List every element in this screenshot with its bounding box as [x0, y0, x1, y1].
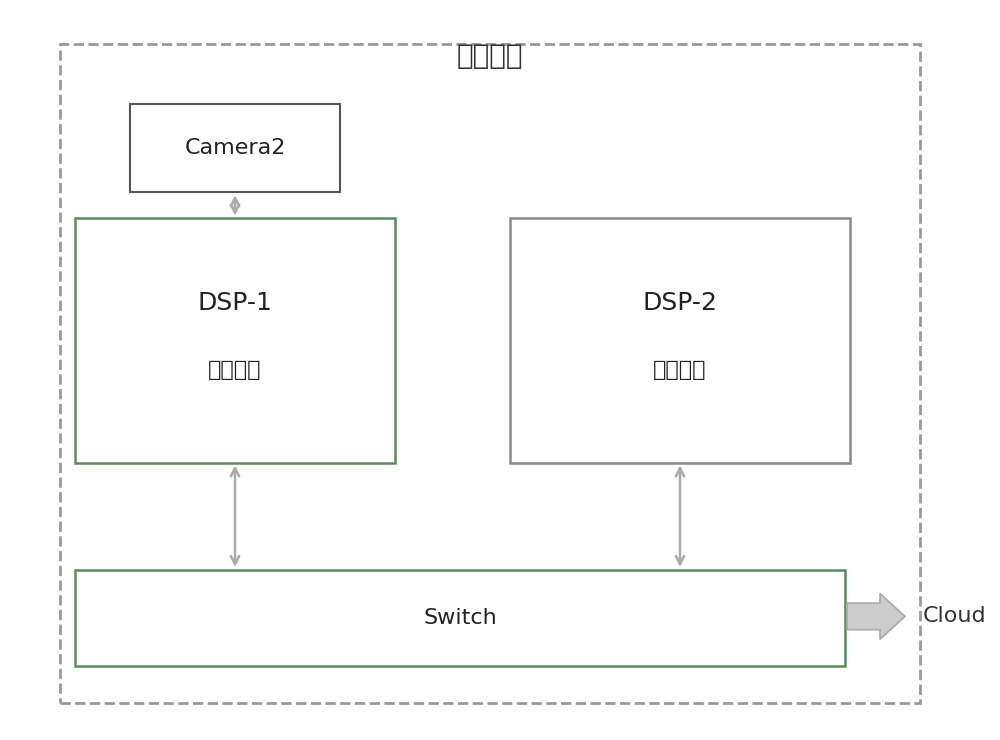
Bar — [75, 570, 845, 666]
Bar — [510, 218, 850, 462]
Text: 视频分析: 视频分析 — [457, 41, 523, 70]
Bar — [75, 218, 395, 462]
Text: Camera2: Camera2 — [184, 138, 286, 158]
Text: 视频编码: 视频编码 — [208, 360, 262, 380]
Polygon shape — [847, 593, 905, 639]
Text: DSP-2: DSP-2 — [642, 292, 718, 315]
Text: Switch: Switch — [423, 608, 497, 628]
Text: 视频分析: 视频分析 — [653, 360, 707, 380]
Bar — [130, 104, 340, 192]
Text: Cloud: Cloud — [923, 606, 987, 627]
Bar — [60, 44, 920, 703]
Text: DSP-1: DSP-1 — [198, 292, 272, 315]
